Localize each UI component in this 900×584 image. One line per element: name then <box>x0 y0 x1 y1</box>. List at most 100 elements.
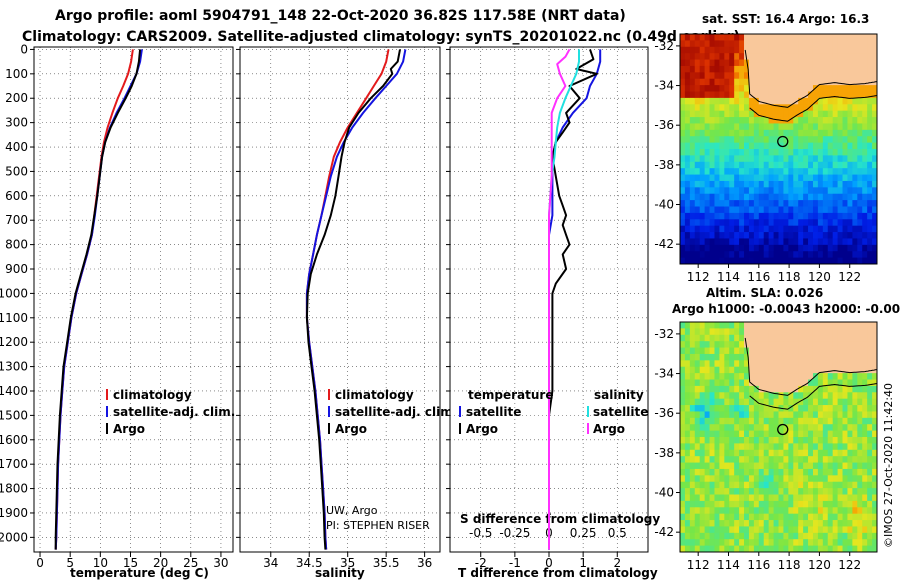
map-cell <box>872 398 878 406</box>
x-axis-label: temperature (deg C) <box>70 566 209 580</box>
map-cell <box>812 437 819 444</box>
map-cell <box>832 481 838 489</box>
map-cell <box>817 59 824 67</box>
map-cell <box>867 91 873 99</box>
map-cell <box>709 520 715 527</box>
map-cell <box>689 507 696 515</box>
map-cell <box>798 174 804 182</box>
map-cell <box>719 353 725 361</box>
map-cell <box>748 462 755 470</box>
map-cell <box>783 149 789 156</box>
map-cell <box>798 104 804 112</box>
map-cell <box>773 334 779 342</box>
map-cell <box>694 155 701 163</box>
argo-location-marker <box>777 135 789 148</box>
map-cell <box>778 462 784 470</box>
map-cell <box>837 225 843 233</box>
map-cell <box>862 193 868 201</box>
map-cell <box>847 468 853 476</box>
map-cell <box>852 513 858 521</box>
map-cell <box>812 520 819 527</box>
map-cell <box>773 545 779 553</box>
map-cell <box>684 328 691 336</box>
map-cell <box>699 322 706 329</box>
map-cell <box>827 180 834 188</box>
map-cell <box>724 72 730 80</box>
map-cell <box>684 353 691 361</box>
map-cell <box>734 212 740 220</box>
map-cell <box>812 411 819 419</box>
map-cell <box>739 174 745 182</box>
map-cell <box>694 449 701 457</box>
map-cell <box>709 468 715 476</box>
y-tick-label: 1000 <box>0 286 28 300</box>
map-cell <box>680 322 686 329</box>
map-cell <box>793 353 799 361</box>
map-cell <box>827 168 834 175</box>
map-cell <box>744 430 750 438</box>
map-cell <box>798 78 804 86</box>
map-cell <box>867 129 873 137</box>
map-cell <box>827 526 834 534</box>
map-cell <box>724 481 730 489</box>
map-cell <box>763 507 770 515</box>
map-cell <box>803 437 809 444</box>
map-cell <box>694 520 701 527</box>
map-cell <box>684 232 691 239</box>
map-cell <box>744 424 750 432</box>
map-cell <box>763 78 770 86</box>
map-cell <box>842 238 848 246</box>
map-cell <box>812 398 819 406</box>
map-cell <box>862 65 868 73</box>
map-cell <box>753 193 760 201</box>
map-cell <box>684 212 691 220</box>
map-cell <box>798 481 804 489</box>
map-cell <box>714 341 720 348</box>
map-cell <box>803 398 809 406</box>
map-cell <box>788 232 794 239</box>
map-cell <box>763 532 770 540</box>
map-cell <box>773 40 779 48</box>
map-cell <box>724 526 730 534</box>
map-cell <box>788 168 794 175</box>
legend-label: Argo <box>335 422 367 436</box>
map-cell <box>827 366 834 374</box>
map-cell <box>719 117 725 124</box>
map-cell <box>763 104 770 112</box>
map-cell <box>773 411 779 419</box>
map-cell <box>822 251 829 259</box>
map-cell <box>768 46 774 54</box>
map-cell <box>744 200 750 207</box>
map-cell <box>680 200 686 207</box>
map-cell <box>768 193 774 201</box>
map-cell <box>704 507 710 515</box>
map-cell <box>837 78 843 86</box>
map-cell <box>837 244 843 252</box>
map-cell <box>758 34 765 41</box>
map-cell <box>680 129 686 137</box>
map-cell <box>748 341 755 348</box>
map-cell <box>694 353 701 361</box>
map-cell <box>793 72 799 80</box>
map-cell <box>729 110 735 118</box>
map-cell <box>857 251 863 259</box>
map-cell <box>778 456 784 463</box>
map-cell <box>788 117 794 124</box>
map-cell <box>744 136 750 144</box>
map-cell <box>744 232 750 239</box>
map-cell <box>808 328 814 336</box>
map-cell <box>680 238 686 246</box>
map-cell <box>817 353 824 361</box>
map-cell <box>748 500 755 508</box>
map-cell <box>822 532 829 540</box>
map-cell <box>753 123 760 131</box>
map-cell <box>684 500 691 508</box>
map-cell <box>788 353 794 361</box>
map-cell <box>714 212 720 220</box>
map-cell <box>729 180 735 188</box>
map-cell <box>748 430 755 438</box>
map-cell <box>817 180 824 188</box>
map-cell <box>714 40 720 48</box>
map-cell <box>803 232 809 239</box>
map-cell <box>763 180 770 188</box>
